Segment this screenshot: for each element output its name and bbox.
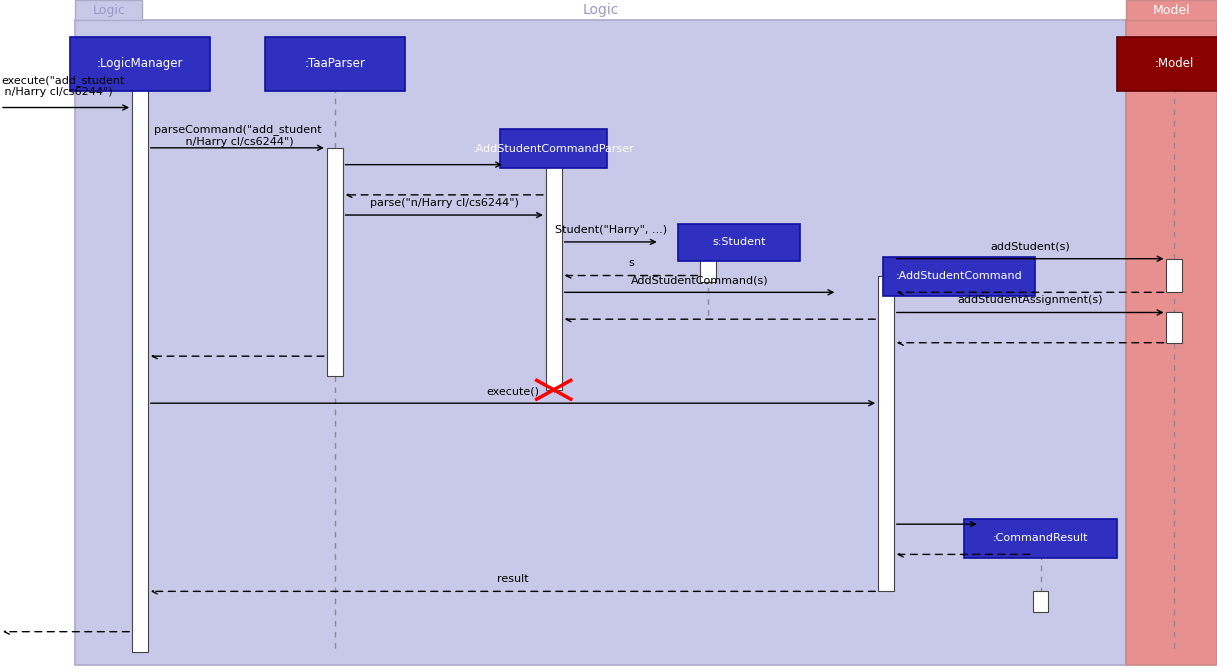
FancyBboxPatch shape <box>1166 259 1182 292</box>
FancyBboxPatch shape <box>1126 20 1217 665</box>
Text: :LogicManager: :LogicManager <box>96 57 184 71</box>
Text: :AddStudentCommand: :AddStudentCommand <box>896 271 1022 281</box>
Text: :AddStudentCommandParser: :AddStudentCommandParser <box>473 144 634 153</box>
Text: :CommandResult: :CommandResult <box>993 534 1088 543</box>
Text: execute(): execute() <box>487 386 539 396</box>
Text: AddStudentCommand(s): AddStudentCommand(s) <box>630 276 768 285</box>
Text: Logic: Logic <box>92 3 125 17</box>
FancyBboxPatch shape <box>1117 37 1217 91</box>
Text: parseCommand("add_student
 n/Harry cl/cs6244"): parseCommand("add_student n/Harry cl/cs6… <box>153 124 321 147</box>
FancyBboxPatch shape <box>1126 0 1217 20</box>
FancyBboxPatch shape <box>71 37 209 91</box>
FancyBboxPatch shape <box>701 232 716 282</box>
FancyBboxPatch shape <box>884 257 1034 296</box>
FancyBboxPatch shape <box>964 519 1117 558</box>
FancyBboxPatch shape <box>678 224 800 261</box>
Text: parse("n/Harry cl/cs6244"): parse("n/Harry cl/cs6244") <box>370 198 518 208</box>
FancyBboxPatch shape <box>1032 591 1049 612</box>
Text: Logic: Logic <box>583 3 618 17</box>
Text: Model: Model <box>1152 3 1190 17</box>
FancyBboxPatch shape <box>500 129 607 168</box>
Text: result: result <box>498 575 528 584</box>
Text: s: s <box>628 259 634 268</box>
FancyBboxPatch shape <box>265 37 404 91</box>
Text: execute("add_student
 n/Harry cl/cs6244"): execute("add_student n/Harry cl/cs6244") <box>1 75 124 97</box>
Text: :Model: :Model <box>1155 57 1194 71</box>
FancyBboxPatch shape <box>879 276 893 591</box>
FancyBboxPatch shape <box>1166 312 1182 343</box>
Text: addStudent(s): addStudent(s) <box>991 242 1070 251</box>
FancyBboxPatch shape <box>75 20 1126 665</box>
FancyBboxPatch shape <box>75 0 142 20</box>
Text: :TaaParser: :TaaParser <box>304 57 365 71</box>
FancyBboxPatch shape <box>326 148 343 376</box>
Text: Student("Harry", ...): Student("Harry", ...) <box>555 225 667 235</box>
Text: s:Student: s:Student <box>712 237 765 247</box>
FancyBboxPatch shape <box>545 165 561 390</box>
Text: addStudentAssignment(s): addStudentAssignment(s) <box>958 296 1103 305</box>
Text: Model: Model <box>1148 3 1195 17</box>
FancyBboxPatch shape <box>131 87 148 652</box>
